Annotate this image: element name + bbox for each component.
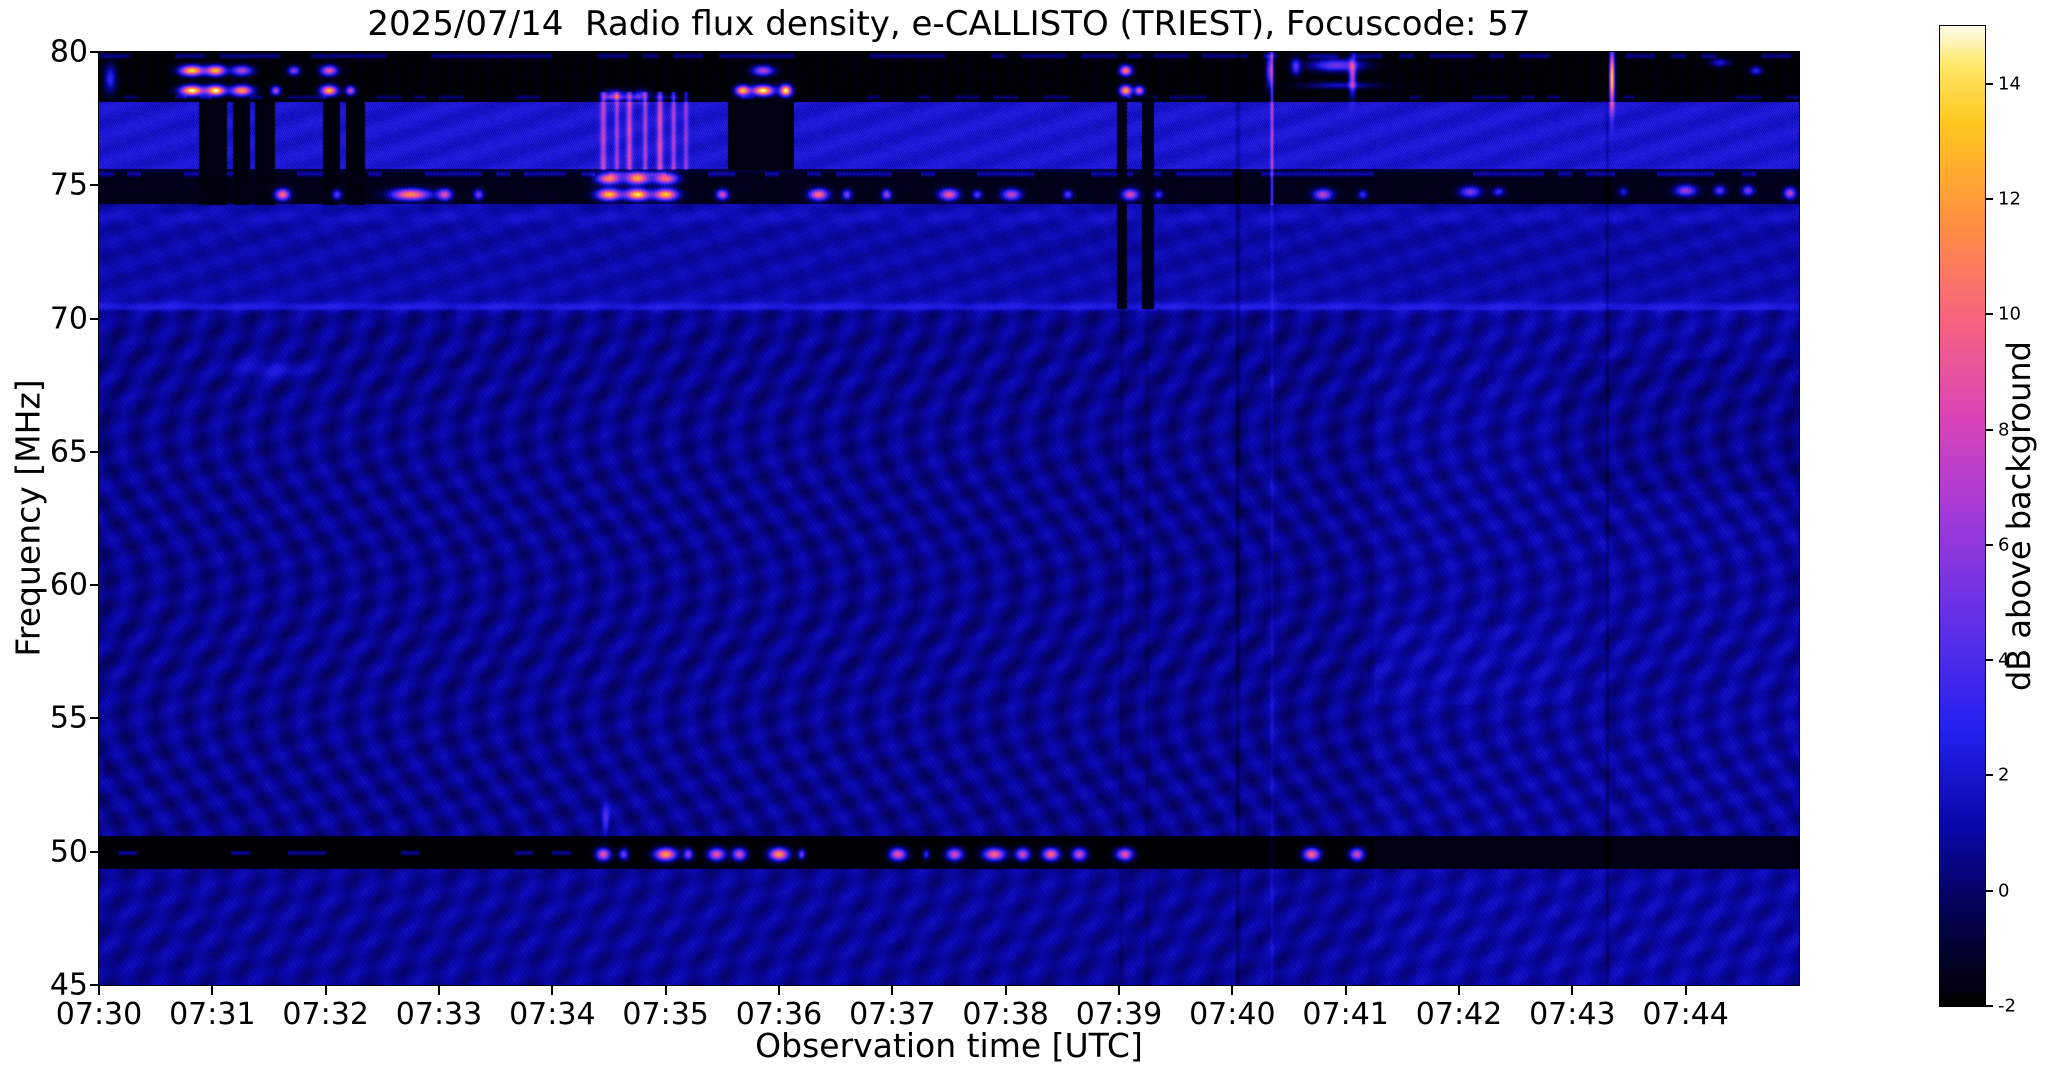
y-tick-label: 45 (49, 967, 88, 1003)
x-tick-mark (1118, 986, 1120, 995)
y-axis-label: Frequency [MHz] (8, 379, 48, 657)
x-tick-label: 07:35 (622, 997, 709, 1032)
x-tick-mark (1231, 986, 1234, 995)
y-tick-mark (90, 584, 98, 587)
x-tick-label: 07:33 (395, 997, 483, 1032)
x-tick-mark (1458, 986, 1460, 995)
x-tick-label: 07:34 (509, 997, 596, 1032)
y-tick-label: 65 (49, 434, 88, 470)
x-tick-mark (1684, 986, 1687, 995)
x-tick-mark (664, 986, 667, 995)
colorbar-tick-label: 14 (1998, 73, 2021, 95)
x-tick-label: 07:40 (1189, 997, 1276, 1032)
x-tick-label: 07:42 (1415, 997, 1503, 1032)
y-tick-label: 75 (49, 167, 88, 203)
x-tick-label: 07:30 (55, 997, 143, 1032)
y-tick-label: 70 (49, 301, 88, 337)
colorbar-tick-label: 6 (1998, 534, 2010, 556)
colorbar-tick-label: 2 (1998, 764, 2010, 786)
colorbar-label: dB above background (2000, 341, 2038, 691)
colorbar-tick-label: 12 (1998, 188, 2021, 210)
colorbar-tick-label: 4 (1998, 649, 2010, 671)
colorbar-tick-mark (1986, 313, 1993, 316)
x-tick-label: 07:32 (282, 997, 369, 1032)
colorbar-tick-mark (1986, 659, 1993, 662)
x-tick-mark (438, 986, 440, 995)
y-tick-mark (90, 51, 98, 53)
y-tick-label: 60 (49, 567, 88, 603)
x-tick-mark (211, 986, 214, 995)
colorbar-tick-label: 10 (1998, 303, 2021, 325)
x-tick-mark (1571, 986, 1574, 995)
chart-title: 2025/07/14 Radio flux density, e-CALLIST… (367, 4, 1531, 44)
x-tick-mark (1344, 986, 1347, 995)
y-tick-label: 50 (49, 834, 88, 870)
colorbar-tick-label: 8 (1998, 419, 2010, 441)
x-axis-label: Observation time [UTC] (755, 1026, 1143, 1065)
x-tick-label: 07:31 (169, 997, 256, 1032)
y-tick-label: 80 (49, 34, 88, 70)
x-tick-label: 07:38 (962, 997, 1049, 1032)
colorbar-tick-label: 0 (1998, 880, 2010, 902)
y-tick-mark (90, 450, 98, 453)
x-tick-mark (778, 986, 780, 995)
colorbar-gradient-canvas (1940, 26, 1985, 1006)
x-tick-label: 07:43 (1529, 997, 1616, 1032)
y-tick-mark (90, 717, 98, 720)
colorbar-tick-mark (1986, 543, 1993, 546)
colorbar-tick-mark (1986, 774, 1993, 777)
spectrogram-canvas (99, 52, 1799, 985)
x-tick-mark (1004, 986, 1007, 995)
colorbar-tick-mark (1986, 197, 1993, 200)
colorbar-tick-mark (1986, 1005, 1993, 1007)
x-tick-mark (891, 986, 894, 995)
y-tick-mark (90, 850, 98, 853)
x-tick-mark (551, 986, 554, 995)
colorbar (1939, 25, 1986, 1007)
y-tick-mark (90, 184, 98, 187)
x-tick-label: 07:44 (1642, 997, 1729, 1032)
x-tick-mark (98, 986, 100, 995)
colorbar-tick-mark (1986, 889, 1993, 892)
x-tick-label: 07:39 (1075, 997, 1163, 1032)
x-tick-label: 07:37 (849, 997, 936, 1032)
plot-area (98, 51, 1800, 986)
colorbar-tick-mark (1986, 428, 1993, 431)
x-tick-label: 07:41 (1302, 997, 1389, 1032)
colorbar-tick-mark (1986, 82, 1993, 85)
y-tick-label: 55 (49, 700, 88, 736)
x-tick-mark (324, 986, 327, 995)
x-tick-label: 07:36 (735, 997, 823, 1032)
colorbar-tick-label: -2 (1998, 995, 2016, 1017)
y-tick-mark (90, 984, 98, 986)
y-tick-mark (90, 317, 98, 320)
